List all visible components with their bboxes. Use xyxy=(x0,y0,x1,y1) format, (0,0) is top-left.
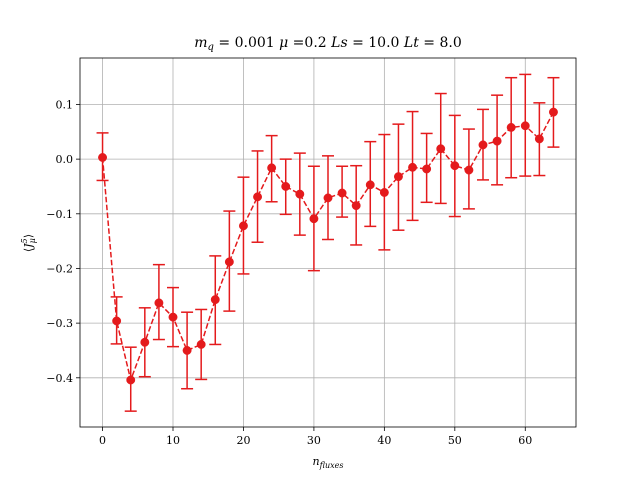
y-tick-label: −0.2 xyxy=(46,262,73,275)
data-point xyxy=(253,192,262,202)
data-point xyxy=(365,180,375,190)
data-point xyxy=(422,164,432,174)
data-point xyxy=(98,153,107,162)
data-point xyxy=(520,121,530,131)
series-line xyxy=(101,111,555,383)
data-point xyxy=(534,134,544,144)
y-tick-label: 0.0 xyxy=(56,153,74,166)
x-axis-label: nfluxes xyxy=(313,455,344,470)
y-tick-label: −0.1 xyxy=(46,208,73,221)
y-tick-label: −0.3 xyxy=(46,317,73,330)
data-point xyxy=(408,162,417,172)
y-axis-label: ⟨J5μ⟩ xyxy=(20,234,37,252)
x-tick-label: 40 xyxy=(377,434,391,447)
x-tick-label: 10 xyxy=(166,434,180,447)
data-point xyxy=(337,188,347,198)
data-series xyxy=(96,73,560,412)
x-tick-label: 0 xyxy=(99,434,106,447)
data-point xyxy=(182,346,192,355)
data-point xyxy=(295,189,305,199)
data-point xyxy=(309,214,319,224)
y-tick-label: 0.1 xyxy=(56,98,74,111)
data-point xyxy=(450,161,460,171)
data-point xyxy=(478,140,488,150)
data-point xyxy=(394,172,403,182)
data-point xyxy=(196,340,206,349)
data-point xyxy=(379,188,389,197)
data-point xyxy=(126,375,136,385)
chart-title: mq = 0.001 μ =0.2 Ls = 10.0 Lt = 8.0 xyxy=(194,35,461,53)
data-point xyxy=(492,136,502,146)
data-point xyxy=(464,165,474,175)
data-point xyxy=(154,298,164,308)
data-point xyxy=(224,257,234,267)
data-point xyxy=(436,144,446,154)
data-point xyxy=(140,337,150,347)
data-point xyxy=(239,221,248,231)
data-point xyxy=(168,312,178,322)
x-tick-label: 50 xyxy=(448,434,462,447)
data-point xyxy=(281,182,291,191)
data-point xyxy=(112,316,122,326)
data-point xyxy=(549,107,558,117)
data-point xyxy=(351,201,361,211)
y-tick-label: −0.4 xyxy=(46,372,73,385)
x-tick-label: 60 xyxy=(518,434,532,447)
axes: 0 10 20 30 40 50 60 0.1 0.0 −0.1 −0.2 −0.3 −0.4 xyxy=(46,57,577,447)
data-point xyxy=(323,193,333,203)
x-tick-label: 20 xyxy=(236,434,250,447)
plot-frame xyxy=(79,57,577,428)
data-point xyxy=(210,295,220,305)
data-point xyxy=(267,163,277,173)
x-tick-label: 30 xyxy=(307,434,321,447)
grid xyxy=(80,58,576,427)
data-point xyxy=(506,122,516,132)
